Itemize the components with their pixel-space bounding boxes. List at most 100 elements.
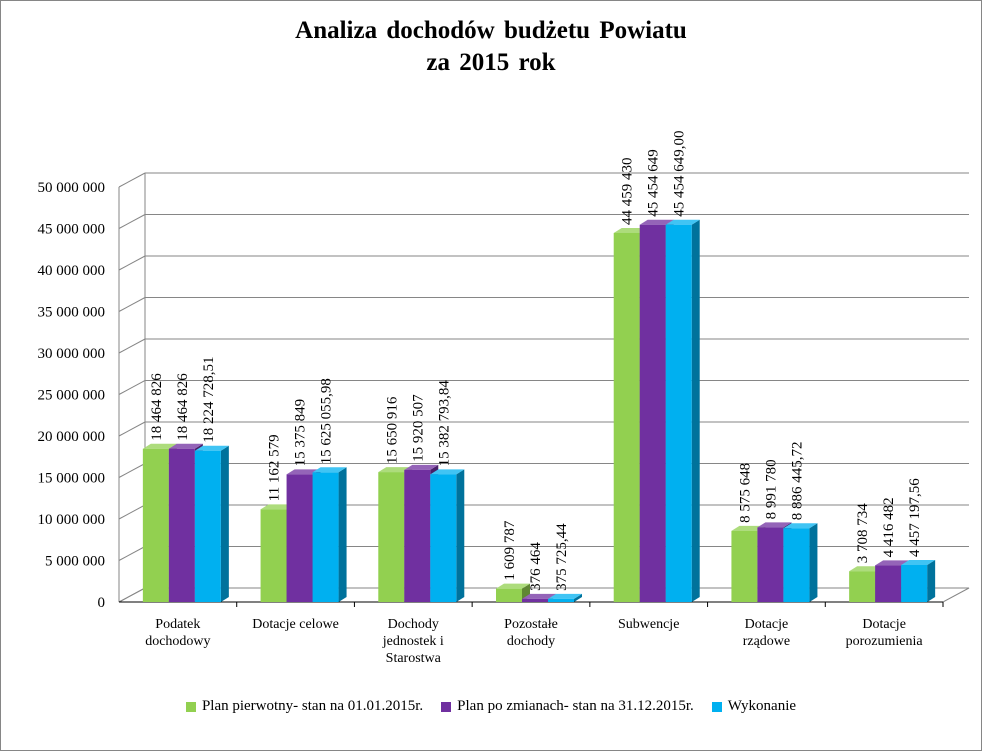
gridline-diag-2 bbox=[118, 504, 146, 520]
x-category-label-4-line-0: Subwencje bbox=[618, 617, 679, 632]
gridline-diag-8 bbox=[118, 255, 146, 271]
y-tick-label-1: 5 000 000 bbox=[45, 554, 105, 570]
y-tick-label-2: 10 000 000 bbox=[38, 512, 106, 528]
bar-top-s1-c3 bbox=[522, 593, 556, 599]
bar-top-s2-c1 bbox=[312, 467, 347, 473]
bar-s2-c0 bbox=[194, 450, 221, 602]
bar-s1-c2 bbox=[404, 469, 431, 602]
bar-top-s2-c2 bbox=[430, 469, 465, 475]
legend-swatch-green bbox=[185, 701, 196, 712]
data-label-s1-c2: 15 920 507 bbox=[410, 394, 426, 462]
legend-swatch-blue bbox=[711, 701, 722, 712]
data-label-s2-c2: 15 382 793,84 bbox=[436, 380, 452, 467]
gridline-diag-6 bbox=[118, 338, 146, 354]
gridline-diag-1 bbox=[118, 546, 146, 561]
data-label-s0-c0: 18 464 826 bbox=[149, 373, 165, 441]
data-label-s0-c2: 15 650 916 bbox=[384, 396, 400, 464]
bar-s0-c1 bbox=[260, 509, 287, 602]
legend-item-plan-po-zmianach: Plan po zmianach- stan na 31.12.2015r. bbox=[441, 698, 694, 715]
data-label-s2-c0: 18 224 728,51 bbox=[201, 356, 217, 442]
x-category-label-2-line-0: Dochody bbox=[388, 617, 439, 632]
gridline-diag-9 bbox=[118, 214, 146, 229]
data-label-s0-c5: 8 575 648 bbox=[737, 463, 753, 523]
x-category-label-3-line-1: dochody bbox=[507, 634, 555, 649]
legend-item-wykonanie: Wykonanie bbox=[711, 698, 797, 715]
bar-top-s2-c6 bbox=[901, 560, 936, 566]
data-label-s0-c4: 44 459 430 bbox=[620, 157, 636, 225]
bar-s1-c4 bbox=[639, 224, 666, 602]
bar-s0-c5 bbox=[731, 530, 758, 602]
y-tick-label-5: 25 000 000 bbox=[38, 388, 106, 404]
x-category-label-2-line-2: Starostwa bbox=[386, 651, 442, 666]
bar-s0-c6 bbox=[849, 571, 876, 602]
bar-s1-c0 bbox=[168, 448, 195, 602]
bar-top-s1-c6 bbox=[875, 560, 910, 566]
bar-top-s2-c0 bbox=[194, 445, 229, 451]
bar-s0-c3 bbox=[496, 588, 522, 602]
x-category-label-5-line-0: Dotacje bbox=[745, 617, 789, 632]
x-category-label-0-line-1: dochodowy bbox=[145, 634, 210, 649]
data-label-s1-c3: 376 464 bbox=[528, 542, 544, 591]
y-tick-label-8: 40 000 000 bbox=[38, 263, 106, 279]
chart-legend: Plan pierwotny- stan na 01.01.2015r. Pla… bbox=[1, 698, 981, 715]
legend-label-wykonanie: Wykonanie bbox=[727, 698, 797, 714]
bar-side-s2-c3 bbox=[574, 593, 582, 602]
chart-title: Analiza dochodów budżetu Powiatu za 2015… bbox=[1, 15, 981, 79]
bar-s2-c4 bbox=[665, 224, 692, 602]
bar-s2-c6 bbox=[901, 565, 928, 602]
bar-s1-c3 bbox=[522, 598, 548, 602]
gridline-diag-5 bbox=[118, 380, 146, 395]
data-label-s2-c3: 375 725,44 bbox=[554, 523, 570, 591]
bar-top-s1-c0 bbox=[168, 443, 203, 449]
data-label-s1-c6: 4 416 482 bbox=[881, 497, 897, 557]
x-category-label-5-line-1: rządowe bbox=[743, 634, 790, 649]
bar-top-s0-c4 bbox=[613, 227, 648, 233]
data-label-s2-c5: 8 886 445,72 bbox=[789, 441, 805, 520]
legend-swatch-purple bbox=[441, 701, 452, 712]
bar-s0-c2 bbox=[378, 472, 405, 602]
bar-side-s2-c5 bbox=[809, 523, 818, 602]
gridline-diag-10 bbox=[118, 172, 146, 188]
gridline-diag-3 bbox=[118, 463, 146, 478]
bar-top-s1-c4 bbox=[639, 219, 674, 225]
y-tick-label-6: 30 000 000 bbox=[38, 346, 106, 362]
bar-top-s2-c5 bbox=[783, 523, 818, 529]
bar-top-s1-c1 bbox=[286, 469, 321, 475]
bar-side-s2-c0 bbox=[220, 445, 229, 602]
bar-side-s2-c6 bbox=[927, 560, 936, 602]
bar-s0-c0 bbox=[142, 448, 169, 602]
gridline-diag-4 bbox=[118, 421, 146, 437]
data-label-s1-c5: 8 991 780 bbox=[763, 459, 779, 519]
x-category-label-2-line-1: jednostek i bbox=[382, 634, 444, 649]
bar-top-s2-c4 bbox=[665, 219, 700, 225]
bar-top-s1-c2 bbox=[404, 464, 439, 470]
bar-top-s0-c1 bbox=[260, 504, 295, 510]
bar-s2-c5 bbox=[783, 528, 810, 602]
data-label-s2-c1: 15 625 055,98 bbox=[319, 378, 335, 464]
data-label-s1-c0: 18 464 826 bbox=[175, 373, 191, 441]
y-tick-label-9: 45 000 000 bbox=[38, 222, 106, 238]
x-category-label-3-line-0: Pozostałe bbox=[504, 617, 558, 632]
bar-s1-c5 bbox=[757, 527, 784, 602]
bar-side-s2-c4 bbox=[691, 219, 700, 602]
data-label-s2-c4: 45 454 649,00 bbox=[672, 130, 688, 216]
y-tick-label-0: 0 bbox=[98, 595, 106, 611]
bar-s0-c4 bbox=[613, 232, 640, 602]
x-category-label-6-line-0: Dotacje bbox=[862, 617, 906, 632]
chart-title-line-1: Analiza dochodów budżetu Powiatu bbox=[295, 17, 687, 44]
data-label-s1-c4: 45 454 649 bbox=[646, 149, 662, 217]
bar-s1-c1 bbox=[286, 474, 313, 602]
data-label-s0-c1: 11 162 579 bbox=[267, 434, 283, 501]
y-tick-label-7: 35 000 000 bbox=[38, 305, 106, 321]
legend-label-plan-po-zmianach: Plan po zmianach- stan na 31.12.2015r. bbox=[457, 698, 694, 714]
bar-s2-c2 bbox=[430, 474, 457, 602]
bar-top-s0-c0 bbox=[142, 443, 177, 449]
x-category-label-6-line-1: porozumienia bbox=[846, 634, 924, 649]
bar-s2-c1 bbox=[312, 472, 339, 602]
gridline-diag-7 bbox=[118, 297, 146, 312]
bar-top-s0-c5 bbox=[731, 525, 766, 531]
bar-top-s0-c3 bbox=[496, 583, 530, 589]
y-tick-label-3: 15 000 000 bbox=[38, 471, 106, 487]
